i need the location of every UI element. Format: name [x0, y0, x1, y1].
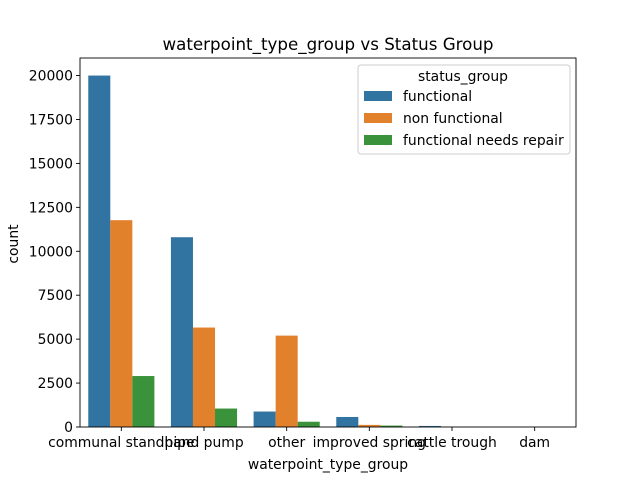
legend-title: status_group [418, 69, 508, 85]
bar-functional-needs-repair-communal-standpipe [132, 376, 154, 427]
y-tick-label: 0 [64, 420, 73, 436]
bar-non-functional-other [276, 336, 298, 427]
chart-title: waterpoint_type_group vs Status Group [163, 34, 494, 55]
y-tick-label: 15000 [29, 156, 73, 172]
legend-swatch-functional-needs-repair [364, 135, 392, 145]
bar-non-functional-hand-pump [193, 328, 215, 427]
bar-functional-communal-standpipe [88, 76, 110, 427]
bar-functional-improved-spring [336, 417, 358, 427]
bar-functional-needs-repair-other [298, 422, 320, 427]
legend: status_group functional non functional fun… [358, 65, 570, 154]
legend-label-functional: functional [403, 89, 472, 105]
legend-label-functional-needs-repair: functional needs repair [403, 133, 564, 149]
legend-swatch-functional [364, 91, 392, 101]
y-tick-label: 5000 [38, 332, 73, 348]
y-tick-label: 2500 [38, 376, 73, 392]
x-tick-label: hand pump [164, 435, 244, 451]
bar-non-functional-communal-standpipe [110, 220, 132, 427]
bar-functional-needs-repair-hand-pump [215, 409, 237, 427]
y-tick-label: 10000 [29, 244, 73, 260]
bar-functional-other [254, 412, 276, 427]
x-axis-title: waterpoint_type_group [248, 457, 408, 473]
y-tick-label: 17500 [29, 112, 73, 128]
bar-functional-hand-pump [171, 237, 193, 427]
legend-swatch-non-functional [364, 113, 392, 123]
y-tick-label: 7500 [38, 288, 73, 304]
y-axis-title: count [6, 224, 22, 264]
y-tick-label: 20000 [29, 69, 73, 85]
legend-label-non-functional: non functional [403, 111, 503, 127]
x-tick-label: cattle trough [407, 435, 497, 451]
x-tick-label: other [268, 435, 305, 451]
x-tick-label: dam [519, 435, 550, 451]
y-tick-label: 12500 [29, 200, 73, 216]
